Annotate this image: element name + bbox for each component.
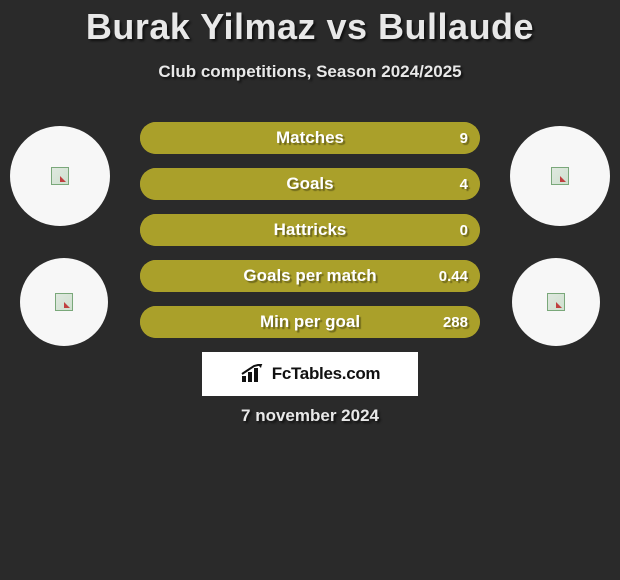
stat-label: Goals per match <box>243 266 376 286</box>
chart-icon <box>240 364 266 384</box>
stat-row: Min per goal 288 <box>140 306 480 338</box>
subtitle: Club competitions, Season 2024/2025 <box>0 62 620 82</box>
broken-image-icon <box>55 293 73 311</box>
stat-value-right: 4 <box>460 176 468 193</box>
broken-image-icon <box>547 293 565 311</box>
player2-club-avatar <box>512 258 600 346</box>
stat-label: Matches <box>276 128 344 148</box>
attribution-badge: FcTables.com <box>202 352 418 396</box>
broken-image-icon <box>551 167 569 185</box>
stat-label: Min per goal <box>260 312 360 332</box>
player1-face-avatar <box>10 126 110 226</box>
page-title: Burak Yilmaz vs Bullaude <box>0 0 620 48</box>
attribution-text: FcTables.com <box>272 364 381 384</box>
stat-label: Hattricks <box>274 220 347 240</box>
player1-club-avatar <box>20 258 108 346</box>
stat-row: Goals 4 <box>140 168 480 200</box>
stat-row: Matches 9 <box>140 122 480 154</box>
stat-value-right: 0.44 <box>439 268 468 285</box>
stat-value-right: 9 <box>460 130 468 147</box>
stat-label: Goals <box>286 174 333 194</box>
stat-value-right: 288 <box>443 314 468 331</box>
date-label: 7 november 2024 <box>241 406 379 426</box>
stat-row: Hattricks 0 <box>140 214 480 246</box>
stat-rows: Matches 9 Goals 4 Hattricks 0 Goals per match 0… <box>140 122 480 352</box>
player2-face-avatar <box>510 126 610 226</box>
stat-value-right: 0 <box>460 222 468 239</box>
broken-image-icon <box>51 167 69 185</box>
stat-row: Goals per match 0.44 <box>140 260 480 292</box>
